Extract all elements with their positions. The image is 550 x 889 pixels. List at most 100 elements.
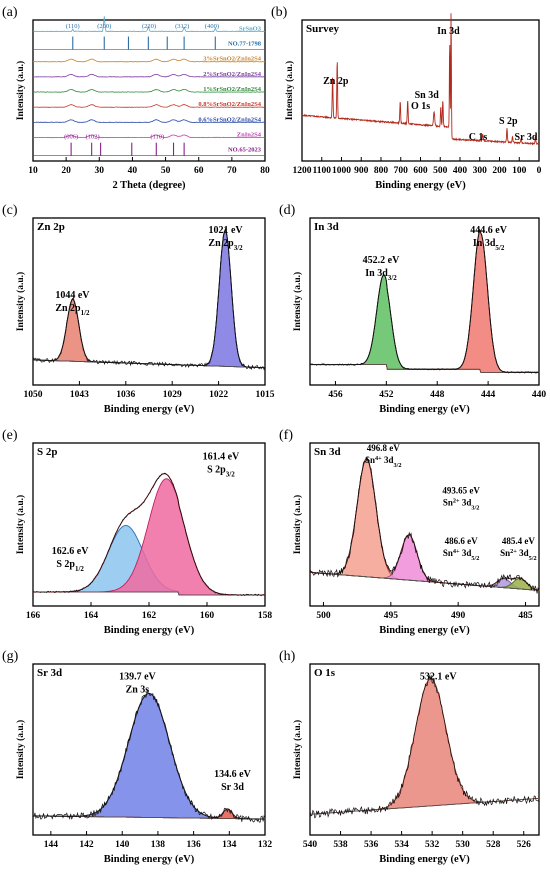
series-label: ZnIn2S4 xyxy=(237,132,262,139)
miller-index: (400) xyxy=(205,23,219,30)
x-tick-label: 30 xyxy=(95,166,105,176)
x-tick-label: 452 xyxy=(379,390,394,400)
x-tick-label: 600 xyxy=(413,166,428,176)
peak-energy-label: 532.1 eV xyxy=(420,671,457,682)
peak-assignment-label: Sn2+ 3d3/2 xyxy=(443,497,480,511)
plot-frame xyxy=(32,663,266,836)
x-tick-label: 158 xyxy=(258,611,273,621)
peak-assignment-label: S 2p3/2 xyxy=(207,464,235,478)
x-tick-label: 490 xyxy=(451,611,466,621)
xrd-pattern xyxy=(33,119,266,123)
xrd-pattern xyxy=(32,58,266,63)
label-part: 5/2 xyxy=(529,555,537,562)
envelope-line xyxy=(310,228,539,373)
miller-index: (102) xyxy=(86,134,100,141)
peak-assignment-label: In 3d3/2 xyxy=(365,268,397,282)
x-tick-label: 400 xyxy=(453,166,468,176)
peak-energy-label: 162.6 eV xyxy=(52,546,89,557)
peak-energy-label: 161.4 eV xyxy=(203,451,240,462)
xrd-pattern xyxy=(32,134,266,139)
y-axis-title: Intensity (a.u.) xyxy=(15,61,26,120)
x-tick-label: 164 xyxy=(84,611,99,621)
x-tick-label: 10 xyxy=(28,166,38,176)
y-axis-title: Intensity (a.u.) xyxy=(292,495,303,554)
label-part: In 3d xyxy=(473,238,496,249)
miller-index: (006) xyxy=(64,134,78,141)
peak-assignment-label: Zn 3s xyxy=(126,684,150,695)
x-axis-title: Binding energy (eV) xyxy=(379,854,470,865)
xrd-pattern xyxy=(33,73,266,78)
x-tick-label: 530 xyxy=(456,840,471,850)
x-tick-label: 900 xyxy=(354,166,369,176)
x-tick-label: 144 xyxy=(44,840,59,850)
label-part: 4+ xyxy=(375,455,382,462)
label-part: Zn 2p xyxy=(208,238,234,249)
label-part: 2+ xyxy=(510,548,517,555)
x-tick-label: 532 xyxy=(425,840,440,850)
x-tick-label: 1000 xyxy=(332,166,351,176)
x-axis-title: 2 Theta (degree) xyxy=(112,180,186,191)
y-axis-title: Intensity (a.u.) xyxy=(15,720,26,779)
miller-index: (200) xyxy=(97,23,111,30)
panel-title: Survey xyxy=(306,23,340,35)
panel-f: 500 495 490 485 Binding energy (eV) Intensity… xyxy=(279,428,540,636)
label-part: 3/2 xyxy=(226,470,235,478)
label-part: 3/2 xyxy=(394,462,402,469)
series-label: NO.77-1798 xyxy=(228,41,262,48)
series-label: 2%SrSnO2/ZnIn2S4 xyxy=(203,71,262,78)
panel-letter: (d) xyxy=(279,203,296,218)
label-part: 2+ xyxy=(453,497,460,504)
raw-spectrum xyxy=(309,229,540,374)
x-tick-label: 448 xyxy=(430,390,445,400)
miller-index: (312) xyxy=(175,23,189,30)
label-part: Sn xyxy=(500,548,510,558)
x-tick-label: 20 xyxy=(61,166,71,176)
survey-spectrum xyxy=(301,13,540,146)
peak-label: Sr 3d xyxy=(515,132,538,143)
panel-title: Zn 2p xyxy=(37,221,65,233)
x-axis-title: Binding energy (eV) xyxy=(379,404,470,415)
plot-frame xyxy=(309,663,540,836)
x-tick-label: 60 xyxy=(194,166,204,176)
background-line xyxy=(309,571,539,591)
label-part: 4+ xyxy=(453,548,460,555)
plot-frame xyxy=(309,442,540,607)
x-tick-label: 495 xyxy=(384,611,399,621)
peak-energy-label: 1044 eV xyxy=(55,290,90,301)
label-part: 3d xyxy=(460,498,472,508)
peak-assignment-label: Sr 3d xyxy=(221,782,244,793)
x-axis-title: Binding energy (eV) xyxy=(375,180,466,191)
panel-e: 166 164 162 160 158 Binding energy (eV) Intens… xyxy=(2,428,272,636)
fitted-peak xyxy=(310,274,539,373)
panel-title: S 2p xyxy=(37,446,58,458)
peak-label: O 1s xyxy=(411,101,430,112)
peak-energy-label: 493.65 eV xyxy=(442,486,480,496)
peak-energy-label: 452.2 eV xyxy=(363,255,400,266)
x-tick-label: 540 xyxy=(303,840,318,850)
y-axis-title: Intensity (a.u.) xyxy=(284,61,295,120)
peak-assignment-label: Zn 2p3/2 xyxy=(208,238,243,252)
raw-spectrum xyxy=(32,472,266,597)
panel-b: 1200 1100 1000 900 800 700 600 500 400 300 200 100 0… xyxy=(271,5,542,191)
fitted-peak xyxy=(310,228,540,373)
x-tick-label: 500 xyxy=(316,611,331,621)
label-part: 1/2 xyxy=(81,309,90,317)
x-tick-label: 160 xyxy=(200,611,215,621)
panel-title: In 3d xyxy=(314,221,339,233)
panel-letter: (f) xyxy=(279,428,293,443)
peak-energy-label: 485.4 eV xyxy=(502,536,535,546)
peak-assignment-label: Sn2+ 3d5/2 xyxy=(500,548,537,562)
fitted-peak xyxy=(309,678,539,815)
panel-letter: (a) xyxy=(2,5,18,20)
x-tick-label: 162 xyxy=(142,611,157,621)
x-tick-label: 100 xyxy=(512,166,527,176)
x-axis-title: Binding energy (eV) xyxy=(379,625,470,636)
x-tick-label: 536 xyxy=(364,840,379,850)
panel-letter: (c) xyxy=(2,203,18,218)
x-tick-label: 1050 xyxy=(24,390,43,400)
x-tick-label: 528 xyxy=(486,840,501,850)
peak-energy-label: 496.8 eV xyxy=(367,443,400,453)
xrd-pattern xyxy=(33,16,266,33)
x-axis-title: Binding energy (eV) xyxy=(104,404,195,415)
peak-energy-label: 134.6 eV xyxy=(214,769,251,780)
